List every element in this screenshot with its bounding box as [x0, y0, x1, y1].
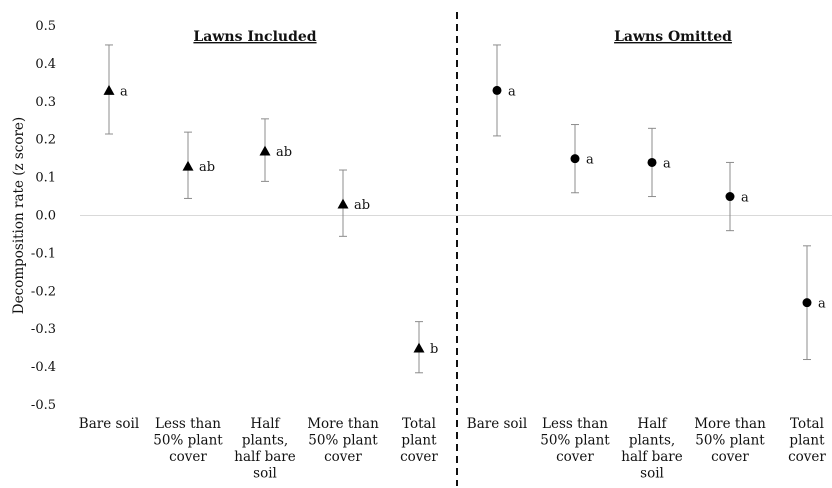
- data-point: [337, 198, 349, 209]
- x-tick-label-line: cover: [169, 449, 207, 465]
- y-tick-label: 0.3: [35, 95, 56, 110]
- y-tick-label: -0.2: [31, 284, 56, 299]
- x-tick-label-line: Total: [790, 416, 824, 432]
- x-tick-label: Total plant cover: [788, 416, 826, 465]
- y-tick-label: 0.0: [35, 209, 56, 224]
- significance-label: ab: [354, 198, 370, 213]
- x-tick-label-line: 50% plant: [540, 433, 610, 449]
- x-tick-label-line: Total: [402, 416, 436, 432]
- significance-label: b: [430, 342, 438, 357]
- x-tick-label-line: cover: [788, 449, 826, 465]
- x-tick-label: Less than 50% plant cover: [540, 416, 610, 465]
- x-tick-label-line: 50% plant: [153, 433, 223, 449]
- x-tick-label: Bare soil: [467, 416, 527, 432]
- data-point: [647, 157, 657, 167]
- x-tick-label: More than 50% plant cover: [694, 416, 766, 465]
- x-tick-label-line: soil: [640, 466, 664, 482]
- y-axis: 0.5 0.4 0.3 0.2 0.1 0.0 -0.1 -0.2 -0.3 -0.4 -0.5: [31, 19, 56, 413]
- x-tick-label: Less than 50% plant cover: [153, 416, 223, 465]
- x-tick-label-line: Bare soil: [79, 416, 139, 432]
- x-tick-label-line: soil: [253, 466, 277, 482]
- significance-label: ab: [276, 145, 292, 160]
- y-tick-label: -0.3: [31, 322, 56, 337]
- x-tick-label-line: plants,: [629, 433, 675, 449]
- x-tick-label-line: half bare: [621, 449, 682, 465]
- y-tick-label: -0.5: [31, 398, 56, 413]
- x-tick-label-line: 50% plant: [308, 433, 378, 449]
- data-point: [413, 342, 425, 353]
- y-tick-label: 0.5: [35, 19, 56, 34]
- x-tick-label-line: plants,: [242, 433, 288, 449]
- x-tick-label: Bare soil: [79, 416, 139, 432]
- x-tick-label-line: cover: [400, 449, 438, 465]
- x-tick-label-line: Less than: [155, 416, 221, 432]
- x-tick-label: Total plant cover: [400, 416, 438, 465]
- data-point: [103, 84, 115, 95]
- x-tick-label-line: cover: [324, 449, 362, 465]
- significance-label: a: [741, 191, 749, 206]
- significance-label: a: [508, 84, 516, 99]
- significance-label: ab: [199, 160, 215, 175]
- x-tick-label-line: 50% plant: [695, 433, 765, 449]
- x-tick-label-line: plant: [401, 433, 437, 449]
- data-point: [725, 192, 735, 202]
- x-tick-label: Half plants, half bare soil: [234, 416, 295, 482]
- y-tick-label: 0.2: [35, 133, 56, 148]
- data-point: [570, 154, 580, 164]
- significance-label: a: [663, 156, 671, 171]
- x-tick-label-line: cover: [711, 449, 749, 465]
- x-tick-label-line: Half: [637, 416, 667, 432]
- data-point: [802, 298, 812, 308]
- panel-title: Lawns Omitted: [614, 29, 732, 45]
- y-tick-label: -0.1: [31, 246, 56, 261]
- x-tick-label-line: cover: [556, 449, 594, 465]
- x-tick-label-line: Bare soil: [467, 416, 527, 432]
- panel-title: Lawns Included: [193, 29, 316, 45]
- y-tick-label: 0.1: [35, 171, 56, 186]
- x-tick-label-line: half bare: [234, 449, 295, 465]
- significance-label: a: [818, 297, 826, 312]
- y-tick-label: 0.4: [35, 57, 56, 72]
- significance-label: a: [120, 84, 128, 99]
- x-tick-label-line: More than: [307, 416, 379, 432]
- x-tick-label-line: plant: [789, 433, 825, 449]
- y-axis-label: Decomposition rate (z score): [11, 117, 27, 314]
- data-point: [259, 145, 271, 156]
- data-point: [492, 85, 502, 95]
- y-tick-label: -0.4: [31, 360, 56, 375]
- x-tick-label: Half plants, half bare soil: [621, 416, 682, 482]
- x-tick-label-line: Less than: [542, 416, 608, 432]
- data-point: [182, 160, 194, 171]
- x-tick-label-line: Half: [250, 416, 280, 432]
- significance-label: a: [586, 153, 594, 168]
- x-tick-label: More than 50% plant cover: [307, 416, 379, 465]
- x-tick-label-line: More than: [694, 416, 766, 432]
